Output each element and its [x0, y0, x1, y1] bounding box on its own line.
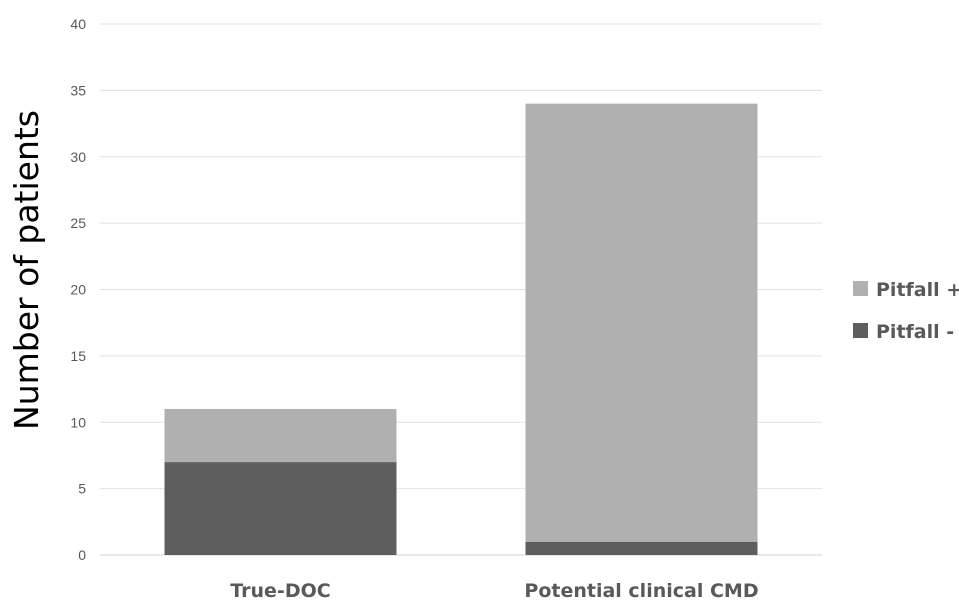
y-tick-label: 35	[70, 82, 86, 98]
bar-pitfall-minus-1	[525, 541, 758, 555]
bar-pitfall-plus-0	[164, 408, 397, 463]
x-category-label: Potential clinical CMD	[524, 580, 758, 600]
y-tick-label: 25	[70, 215, 86, 231]
y-axis-label: Number of patients	[7, 110, 46, 430]
x-axis-categories: True-DOC Potential clinical CMD	[230, 580, 758, 600]
bar-pitfall-plus-1	[525, 103, 758, 542]
legend-swatch	[853, 281, 868, 296]
bar-pitfall-minus-0	[164, 462, 397, 555]
y-tick-label: 40	[70, 16, 86, 32]
y-tick-label: 20	[70, 282, 86, 298]
y-tick-label: 10	[70, 414, 86, 430]
y-tick-label: 30	[70, 149, 86, 165]
y-axis-ticks: 0 5 10 15 20 25 30 35 40	[70, 16, 86, 563]
legend-label: Pitfall -	[876, 321, 954, 343]
bars	[164, 103, 758, 555]
legend: Pitfall + Pitfall -	[853, 279, 959, 343]
y-tick-label: 0	[78, 547, 86, 563]
y-tick-label: 5	[78, 481, 86, 497]
x-category-label: True-DOC	[230, 580, 330, 600]
y-tick-label: 15	[70, 348, 86, 364]
legend-label: Pitfall +	[876, 279, 959, 301]
legend-swatch	[853, 323, 868, 338]
